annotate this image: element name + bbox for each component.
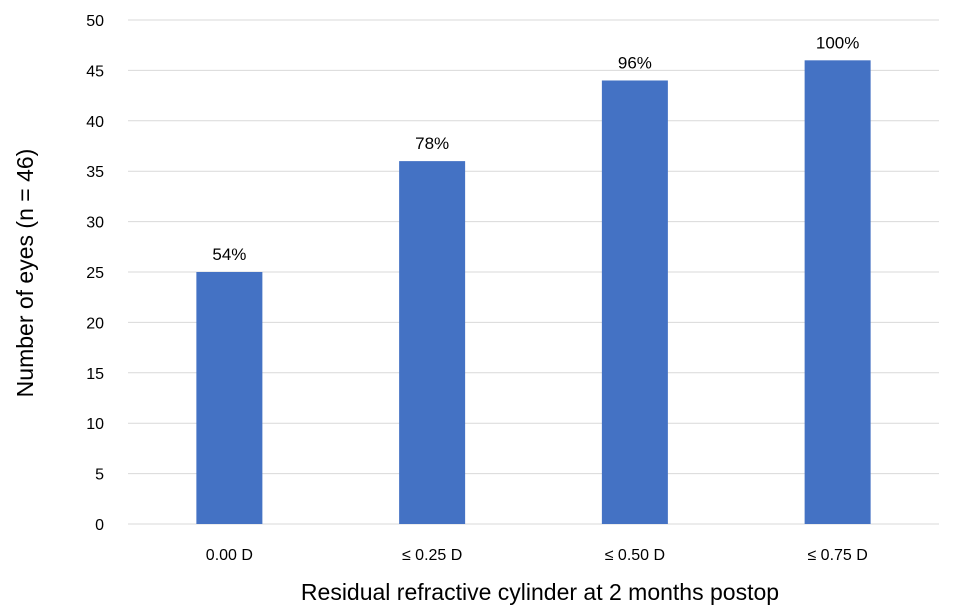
y-axis-title: Number of eyes (n = 46) [12,149,38,398]
y-tick-label: 25 [86,265,104,282]
bar [804,60,871,524]
y-tick-label: 35 [86,164,104,181]
x-tick-label: ≤ 0.50 D [605,547,665,564]
y-tick-label: 10 [86,416,104,433]
y-tick-label: 40 [86,114,104,131]
data-label: 100% [816,33,859,52]
y-tick-label: 0 [95,517,104,534]
y-tick-label: 30 [86,215,104,232]
x-tick-label: ≤ 0.25 D [402,547,462,564]
data-label: 54% [212,245,246,264]
y-tick-label: 15 [86,366,104,383]
x-axis-ticks: 0.00 D ≤ 0.25 D ≤ 0.50 D ≤ 0.75 D [206,547,868,564]
bar [196,272,263,524]
x-tick-label: 0.00 D [206,547,253,564]
y-axis-ticks: 0 5 10 15 20 25 30 35 40 45 50 [86,13,104,534]
data-labels: 54% 78% 96% 100% [212,33,859,264]
bar [601,80,668,524]
y-tick-label: 50 [86,13,104,30]
y-tick-label: 45 [86,63,104,80]
x-axis-title: Residual refractive cylinder at 2 months… [301,579,779,605]
bars [196,60,871,524]
bar [399,161,466,524]
data-label: 96% [618,53,652,72]
data-label: 78% [415,134,449,153]
y-tick-label: 5 [95,467,104,484]
gridlines [128,19,939,525]
x-tick-label: ≤ 0.75 D [807,547,867,564]
y-tick-label: 20 [86,315,104,332]
